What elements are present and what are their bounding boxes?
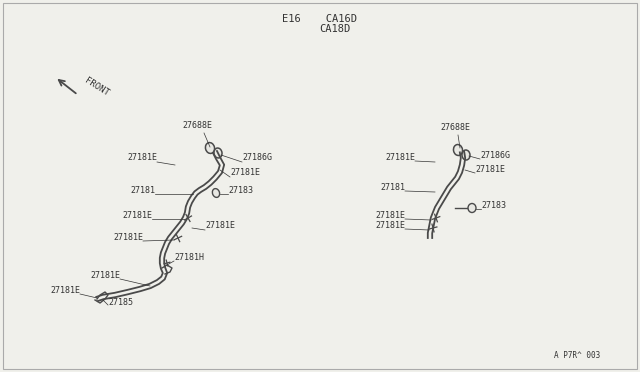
- Text: E16    CA16D: E16 CA16D: [282, 14, 358, 24]
- Text: 27181E: 27181E: [90, 271, 120, 280]
- Text: 27181E: 27181E: [205, 221, 235, 230]
- Text: CA18D: CA18D: [319, 24, 351, 34]
- Ellipse shape: [212, 189, 220, 198]
- Text: 27181: 27181: [380, 183, 405, 192]
- Ellipse shape: [462, 150, 470, 160]
- Text: A P7R^ 003: A P7R^ 003: [554, 351, 600, 360]
- Ellipse shape: [468, 203, 476, 212]
- Text: 27181E: 27181E: [113, 233, 143, 242]
- Text: 27181E: 27181E: [375, 221, 405, 230]
- Ellipse shape: [205, 142, 214, 153]
- Text: FRONT: FRONT: [83, 76, 111, 98]
- Text: 27181E: 27181E: [230, 168, 260, 177]
- Text: 27181E: 27181E: [385, 153, 415, 162]
- Ellipse shape: [214, 148, 222, 158]
- Text: 27183: 27183: [481, 201, 506, 210]
- Text: 27186G: 27186G: [480, 151, 510, 160]
- Text: 27181H: 27181H: [174, 253, 204, 262]
- Text: 27181E: 27181E: [127, 153, 157, 162]
- Text: 27688E: 27688E: [182, 121, 212, 130]
- Text: 27181E: 27181E: [122, 211, 152, 220]
- Text: 27185: 27185: [108, 298, 133, 307]
- Text: 27688E: 27688E: [440, 123, 470, 132]
- Text: 27181E: 27181E: [375, 211, 405, 220]
- Ellipse shape: [454, 145, 463, 155]
- Text: 27186G: 27186G: [242, 153, 272, 162]
- Text: 27181E: 27181E: [50, 286, 80, 295]
- Text: 27181: 27181: [130, 186, 155, 195]
- Text: 27183: 27183: [228, 186, 253, 195]
- Text: 27181E: 27181E: [475, 165, 505, 174]
